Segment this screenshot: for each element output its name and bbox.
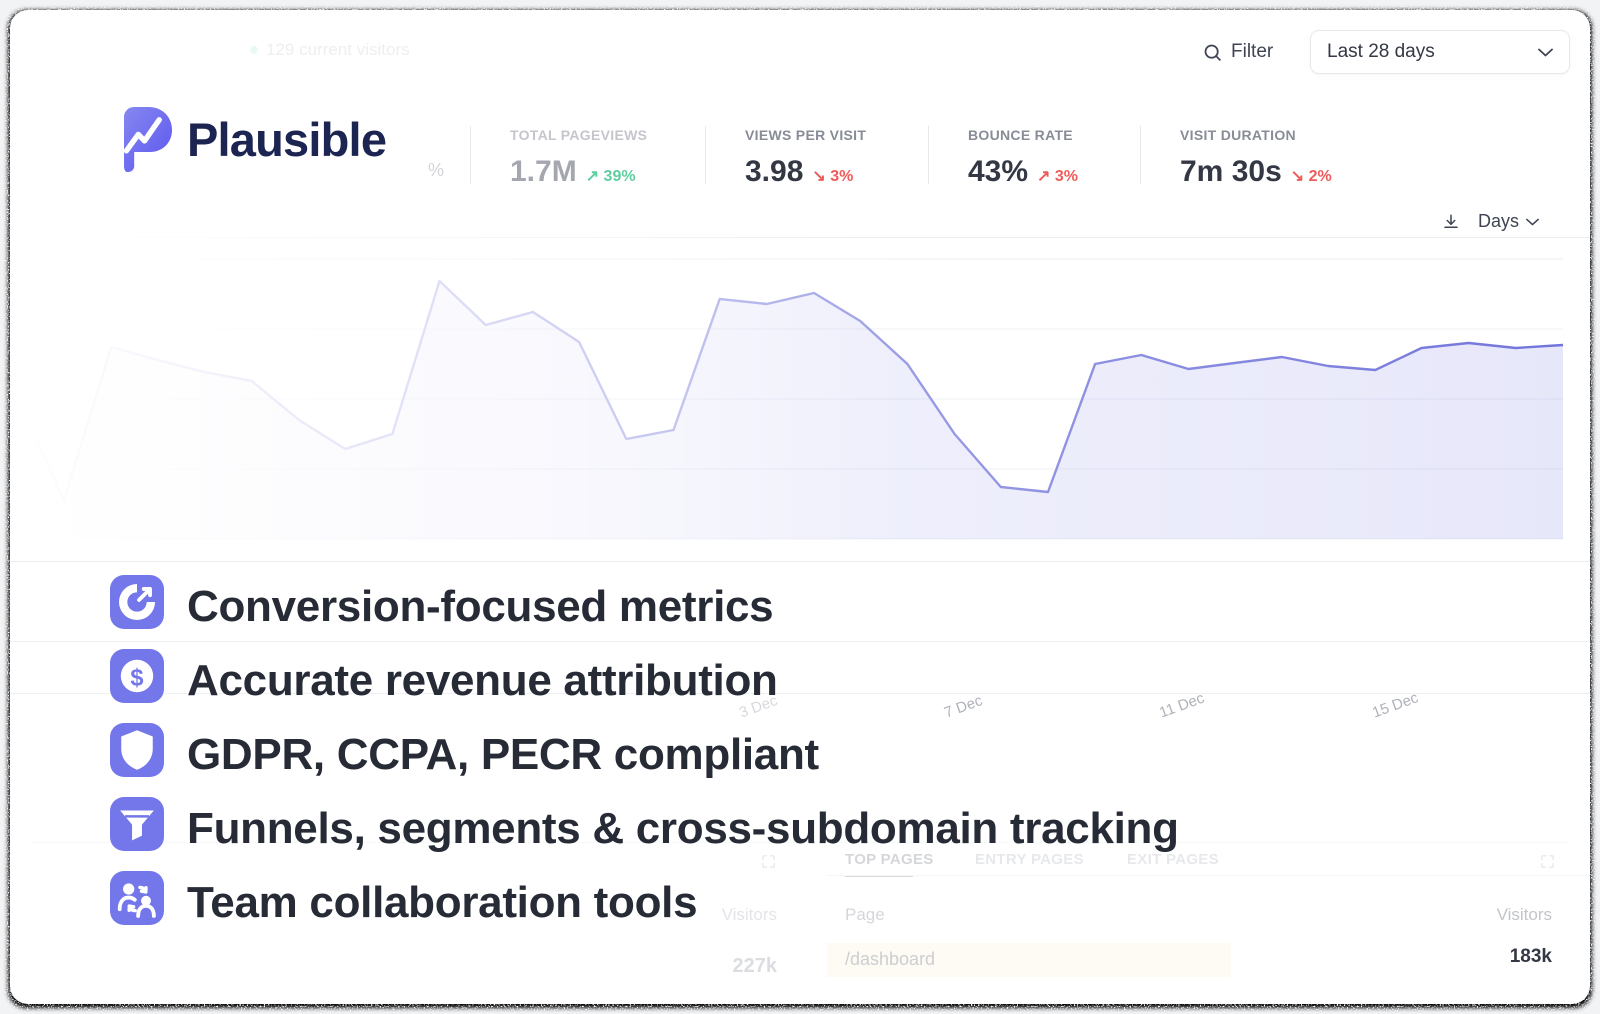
svg-text:$: $	[130, 666, 143, 692]
